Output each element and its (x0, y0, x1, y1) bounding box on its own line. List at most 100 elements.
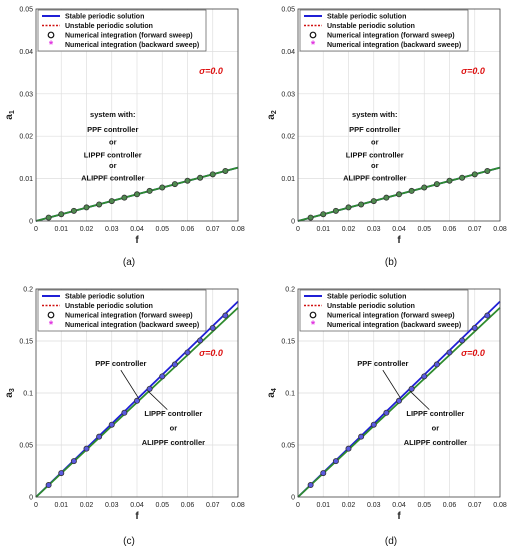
data-point (471, 324, 478, 331)
sigma-label: σ=0.0 (461, 348, 485, 358)
x-tick-label: 0.05 (417, 226, 431, 233)
x-tick-label: 0.01 (316, 502, 330, 509)
data-point (70, 458, 77, 465)
annotation-text: or (109, 138, 117, 147)
data-point (209, 171, 216, 178)
x-tick-label: 0.03 (105, 226, 119, 233)
data-point (370, 421, 377, 428)
data-point (332, 458, 339, 465)
data-point (133, 191, 140, 198)
y-tick-label: 0.1 (285, 391, 295, 398)
legend-swatch-backward: * (49, 319, 54, 331)
data-point (307, 482, 314, 489)
y-tick-label: 0.02 (19, 134, 33, 141)
data-point (171, 361, 178, 368)
data-point (395, 191, 402, 198)
annotation-text: PPF controller (357, 359, 408, 368)
x-tick-label: 0.08 (231, 502, 245, 509)
y-tick-label: 0.03 (281, 91, 295, 98)
x-tick-label: 0.01 (54, 226, 68, 233)
x-tick-label: 0.01 (54, 502, 68, 509)
x-tick-label: 0.02 (80, 226, 94, 233)
annotation-text: ALIPPF controller (343, 174, 406, 183)
x-tick-label: 0.07 (468, 226, 482, 233)
legend-swatch-backward: * (49, 39, 54, 51)
plot-frame (35, 8, 239, 222)
legend-label: Unstable periodic solution (327, 303, 415, 310)
y-tick-label: 0.05 (281, 443, 295, 450)
y-tick-label: 0 (291, 495, 295, 502)
data-point (484, 167, 491, 174)
sigma-label: σ=0.0 (199, 66, 223, 76)
y-axis-label: a1 (4, 110, 16, 120)
data-point (484, 312, 491, 319)
y-tick-label: 0.04 (19, 49, 33, 56)
legend-label: Stable periodic solution (65, 294, 144, 301)
legend-label: Unstable periodic solution (65, 23, 153, 30)
annotation-text: ALIPPF controller (404, 438, 467, 447)
x-axis-label: f (135, 235, 139, 246)
data-point (222, 312, 229, 319)
legend: Stable periodic solution Unstable periodi… (299, 289, 469, 332)
legend-label: Numerical integration (backward sweep) (65, 42, 199, 49)
data-point (171, 181, 178, 188)
data-point (383, 194, 390, 201)
data-point (96, 433, 103, 440)
data-point (471, 171, 478, 178)
annotation-text: PPF controller (95, 359, 146, 368)
y-tick-label: 0.05 (281, 7, 295, 14)
legend-swatch-backward: * (311, 319, 316, 331)
y-tick-label: 0.15 (19, 339, 33, 346)
x-tick-label: 0.07 (206, 226, 220, 233)
annotation-text: ALIPPF controller (81, 174, 144, 183)
data-point (446, 349, 453, 356)
y-tick-label: 0.2 (23, 287, 33, 294)
data-point (358, 201, 365, 208)
x-tick-label: 0.07 (468, 502, 482, 509)
y-axis-label: a2 (266, 110, 278, 120)
data-point (197, 337, 204, 344)
chart-panel-2: 0 0.01 0.02 0.03 0.04 0.05 0.06 0.07 0.08 0 0.01 0.… (266, 7, 507, 269)
y-tick-label: 0.15 (281, 339, 295, 346)
legend: Stable periodic solution Unstable periodi… (37, 9, 207, 52)
plot-frame (297, 8, 501, 222)
legend-label: Numerical integration (backward sweep) (65, 322, 199, 329)
x-tick-label: 0.05 (417, 502, 431, 509)
data-point (320, 211, 327, 218)
annotation-text: or (432, 423, 440, 432)
data-point (70, 207, 77, 214)
x-tick-label: 0.08 (493, 226, 507, 233)
panel-caption: (b) (385, 257, 397, 268)
annotation-text: system with: (90, 110, 135, 119)
y-axis-label: a4 (266, 388, 278, 398)
chart-panel-3: 0 0.01 0.02 0.03 0.04 0.05 0.06 0.07 0.08 0 0.05 0.… (4, 287, 245, 548)
y-axis-label: a3 (4, 388, 16, 398)
data-point (108, 421, 115, 428)
y-tick-label: 0 (291, 219, 295, 226)
data-point (383, 409, 390, 416)
data-point (345, 445, 352, 452)
legend-box (37, 9, 207, 52)
legend-label: Stable periodic solution (327, 294, 406, 301)
plot-frame (35, 288, 239, 498)
legend-box (299, 9, 469, 52)
data-point (184, 349, 191, 356)
annotation-pointer (120, 369, 139, 398)
data-point (433, 181, 440, 188)
data-point (395, 397, 402, 404)
data-point (159, 184, 166, 191)
x-tick-label: 0.01 (316, 226, 330, 233)
panel-caption: (a) (123, 257, 135, 268)
data-point (83, 204, 90, 211)
annotation-pointer (148, 391, 168, 410)
annotation-text: PPF controller (87, 125, 138, 134)
legend-label: Numerical integration (backward sweep) (327, 42, 461, 49)
data-point (58, 211, 65, 218)
sigma-label: σ=0.0 (199, 348, 223, 358)
annotation-text: or (371, 161, 379, 170)
legend-label: Numerical integration (backward sweep) (327, 322, 461, 329)
data-point (45, 214, 52, 221)
data-point (45, 482, 52, 489)
data-point (459, 337, 466, 344)
annotation-text: or (170, 423, 178, 432)
